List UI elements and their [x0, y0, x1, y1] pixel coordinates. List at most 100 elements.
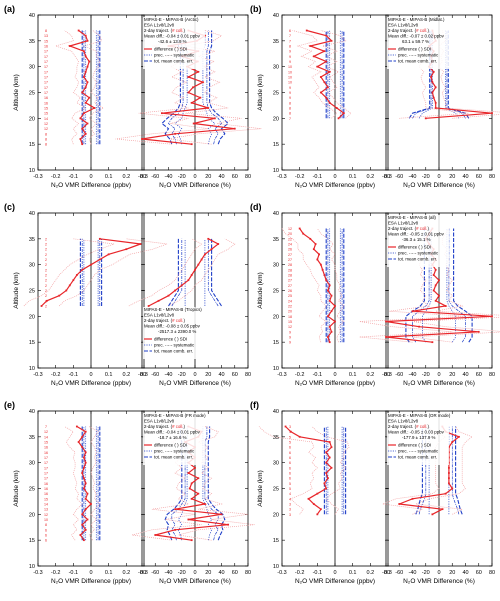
difference-point	[192, 86, 194, 89]
difference-point	[86, 518, 89, 521]
x-tick-label: 0.2	[367, 372, 375, 378]
systematic-error-line	[446, 30, 466, 119]
difference-point	[451, 487, 454, 490]
y-tick-label: 30	[29, 263, 35, 269]
x-tick-label: -40	[409, 174, 417, 180]
collocation-count: 22	[288, 237, 292, 241]
y-tick-label: 40	[273, 409, 279, 415]
legend-trajectory-text: 2-day traject. (	[144, 424, 173, 429]
difference-point	[438, 294, 440, 297]
plot-absolute: -0.3 -0.2 -0.1 0 0.1 0.2 0.3	[23, 212, 168, 378]
y-tick-label: 20	[273, 116, 279, 122]
precision-line	[422, 228, 432, 343]
legend-difference: difference ( ) SDI	[154, 443, 187, 448]
x-tick-label: 80	[245, 372, 251, 378]
difference-point	[83, 487, 85, 490]
x-tick-label: -60	[395, 570, 403, 576]
collocation-count: 6	[289, 472, 291, 476]
x-tick-label: -20	[422, 570, 430, 576]
difference-point	[319, 508, 322, 511]
x-tick-label: 0	[193, 372, 196, 378]
difference-point	[84, 55, 87, 58]
y-axis-label: Altitude (km)	[257, 272, 264, 308]
collocation-count: 16	[44, 446, 48, 450]
difference-point	[434, 299, 437, 302]
collocation-count: 6	[289, 477, 291, 481]
difference-point	[194, 268, 196, 271]
spread-line	[178, 426, 255, 541]
y-tick-label: 20	[273, 512, 279, 518]
x-tick-label: 0	[437, 372, 440, 378]
x-axis-label-relative: N₂O VMR Difference (%)	[159, 380, 231, 387]
difference-point	[180, 284, 183, 287]
difference-point	[327, 315, 329, 318]
difference-point	[432, 70, 435, 73]
plot-absolute: -0.3 -0.2 -0.1 0 0.1 0.2 0.3	[277, 14, 392, 180]
legend-mean-rel: -18.7 ± 16.6 %	[158, 435, 187, 440]
collocation-count: 7	[45, 425, 47, 429]
difference-point	[327, 289, 329, 292]
panel-b: -0.3 -0.2 -0.1 0 0.1 0.2 0.3-80 -60 -40 -20 0 20 40 6…	[250, 4, 500, 189]
systematic-error-line	[168, 30, 184, 145]
difference-point	[337, 117, 340, 120]
difference-point	[328, 441, 331, 443]
difference-point	[139, 243, 142, 245]
x-tick-label: 20	[205, 174, 211, 180]
total-error-line	[161, 30, 181, 145]
collocation-count: 9	[289, 86, 291, 90]
difference-point	[434, 268, 437, 271]
total-error-line	[168, 238, 179, 307]
difference-point	[81, 435, 84, 438]
collocation-count: 9	[289, 96, 291, 100]
legend: MIPAS-E - MIPAS-B (all)ESA L1v8/L2v82-da…	[387, 215, 449, 267]
difference-point	[83, 466, 85, 469]
difference-point	[190, 274, 193, 276]
x-tick-label: 40	[218, 174, 224, 180]
difference-point	[448, 466, 450, 469]
y-tick-label: 35	[273, 237, 279, 243]
collocation-count: 2	[45, 237, 47, 241]
difference-point	[318, 253, 320, 256]
difference-point	[451, 441, 454, 443]
collocation-count: 2	[45, 305, 47, 309]
collocation-count: 8	[289, 107, 291, 111]
collocation-count: 12	[44, 127, 48, 131]
collocation-count: 6	[289, 461, 291, 465]
legend-trajectory-text: 2-day traject. (	[388, 226, 417, 231]
y-tick-label: 15	[273, 538, 279, 544]
legend-total: tot. mean comb. err.	[398, 257, 437, 262]
collocation-count: 9	[289, 91, 291, 95]
difference-point	[210, 248, 213, 251]
x-tick-label: 40	[218, 372, 224, 378]
difference-point	[190, 539, 193, 542]
collocation-count: 17	[44, 461, 48, 465]
difference-point	[327, 86, 329, 89]
x-tick-label: -40	[165, 570, 173, 576]
difference-point	[330, 294, 333, 297]
legend-trajectory: 2-day traject. (# coll.)	[388, 28, 430, 33]
collocation-count: 2	[45, 299, 47, 303]
difference-point	[65, 289, 68, 292]
collocation-count: 2	[45, 289, 47, 293]
difference-point	[385, 320, 387, 323]
x-tick-label: 60	[476, 174, 482, 180]
difference-point	[312, 55, 315, 58]
collocation-count: 16	[44, 482, 48, 486]
difference-point	[328, 325, 331, 328]
legend-version: ESA L1v8/L2v8	[388, 23, 419, 28]
y-tick-label: 25	[273, 289, 279, 295]
x-tick-label: 40	[218, 570, 224, 576]
x-tick-label: -0.2	[51, 372, 60, 378]
x-tick-label: 0	[193, 570, 196, 576]
collocation-count: 13	[44, 508, 48, 512]
legend-mean-rel: -36.3 ± 15.1 %	[402, 237, 431, 242]
legend-title: MIPAS-E - MIPAS-B (Tropics)	[144, 307, 202, 312]
legend-trajectory-end: )	[184, 28, 186, 33]
y-tick-label: 40	[273, 211, 279, 217]
collocation-count: 26	[288, 289, 292, 293]
difference-point	[190, 101, 193, 104]
collocation-count: 24	[288, 243, 292, 247]
y-tick-label: 20	[29, 512, 35, 518]
legend-collocations-label: # coll.	[172, 424, 183, 429]
difference-point	[190, 482, 193, 485]
